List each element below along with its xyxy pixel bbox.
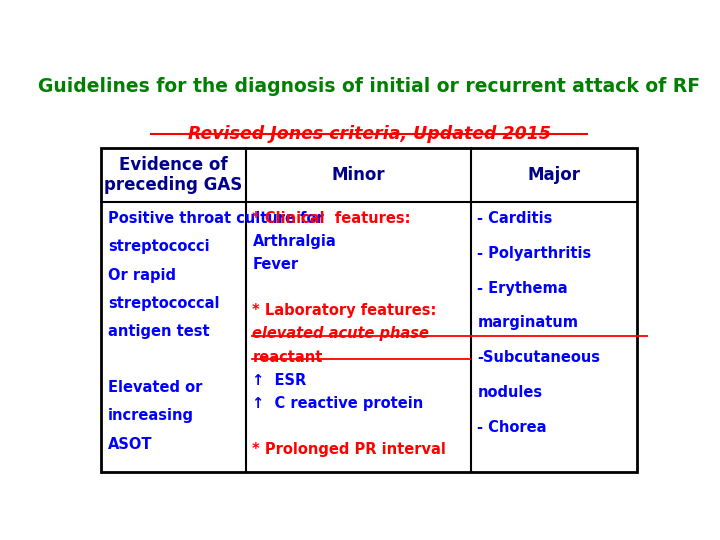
Text: Fever: Fever	[253, 257, 299, 272]
Text: marginatum: marginatum	[477, 315, 578, 330]
Text: Or rapid: Or rapid	[108, 267, 176, 282]
Text: - Carditis: - Carditis	[477, 211, 553, 226]
Text: streptococcal: streptococcal	[108, 296, 220, 310]
Text: Evidence of
preceding GAS: Evidence of preceding GAS	[104, 156, 243, 194]
Text: reactant: reactant	[253, 349, 323, 364]
Text: antigen test: antigen test	[108, 324, 210, 339]
Text: ↑  C reactive protein: ↑ C reactive protein	[253, 396, 424, 410]
Text: Elevated or: Elevated or	[108, 380, 202, 395]
Text: * Clinical  features:: * Clinical features:	[253, 211, 411, 226]
Text: Guidelines for the diagnosis of initial or recurrent attack of RF: Guidelines for the diagnosis of initial …	[38, 77, 700, 96]
Text: elevated acute phase: elevated acute phase	[253, 327, 429, 341]
Text: increasing: increasing	[108, 408, 194, 423]
Text: streptococci: streptococci	[108, 239, 210, 254]
Text: Major: Major	[527, 166, 580, 184]
Text: - Erythema: - Erythema	[477, 281, 568, 296]
Text: Arthralgia: Arthralgia	[253, 234, 336, 249]
Text: nodules: nodules	[477, 385, 543, 400]
Text: ASOT: ASOT	[108, 437, 153, 451]
Text: * Laboratory features:: * Laboratory features:	[253, 303, 437, 319]
Text: ↑  ESR: ↑ ESR	[253, 373, 307, 388]
Text: Revised Jones criteria, Updated 2015: Revised Jones criteria, Updated 2015	[187, 125, 551, 143]
Text: * Prolonged PR interval: * Prolonged PR interval	[253, 442, 446, 457]
Bar	[101, 148, 636, 472]
Text: -Subcutaneous: -Subcutaneous	[477, 350, 600, 365]
Text: - Chorea: - Chorea	[477, 420, 547, 435]
Text: - Polyarthritis: - Polyarthritis	[477, 246, 592, 261]
Text: Minor: Minor	[331, 166, 385, 184]
Text: Positive throat culture for: Positive throat culture for	[108, 211, 323, 226]
